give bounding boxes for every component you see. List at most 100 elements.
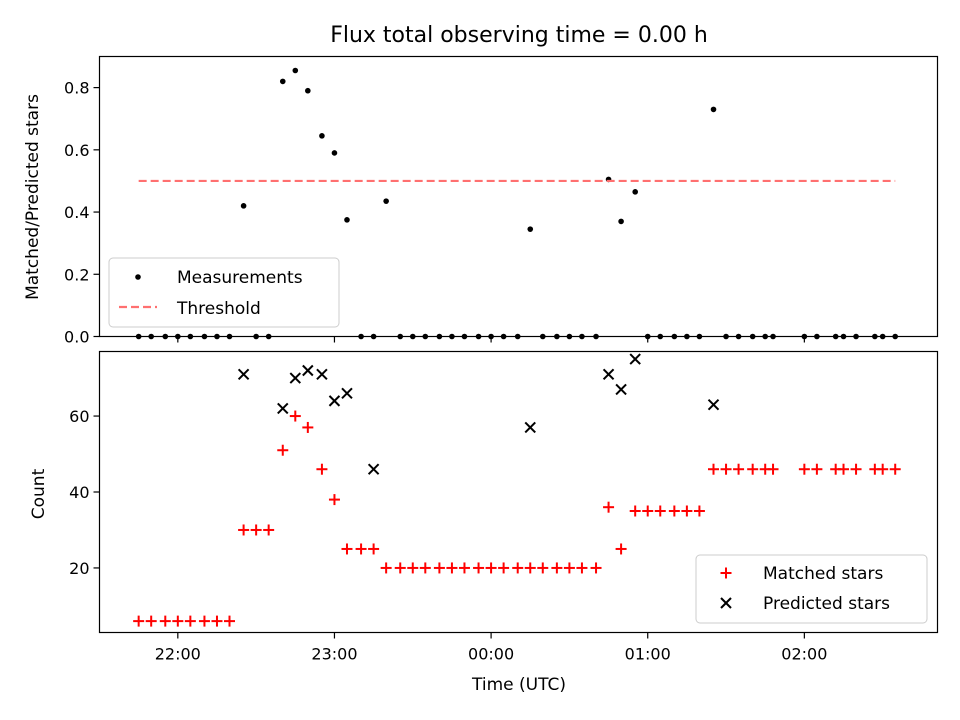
- top-legend-frame: [108, 257, 340, 328]
- measurement-point: [319, 133, 325, 139]
- top-panel-ticks: 0.0 0.2 0.4 0.6 0.8: [64, 79, 805, 347]
- measurement-point: [383, 198, 389, 204]
- matched-star-point: [485, 562, 497, 574]
- matched-star-point: [838, 463, 850, 475]
- matched-star-point: [654, 505, 666, 517]
- matched-star-point: [277, 444, 289, 456]
- matched-star-point: [537, 562, 549, 574]
- legend-measurements-marker: [135, 274, 141, 280]
- top-legend: Measurements Threshold: [108, 257, 340, 328]
- matched-star-point: [681, 505, 693, 517]
- matched-star-point: [302, 421, 314, 433]
- matched-star-point: [224, 615, 236, 627]
- matched-star-point: [133, 615, 145, 627]
- measurement-point: [240, 203, 247, 209]
- matched-star-point: [551, 562, 563, 574]
- chart-title: Flux total observing time = 0.00 h: [330, 23, 708, 48]
- matched-star-point: [642, 505, 654, 517]
- x-tick-label: 22:00: [155, 645, 201, 664]
- bottom-legend-frame: [695, 554, 928, 624]
- matched-star-point: [850, 463, 862, 475]
- bottom-panel-marks: [133, 353, 901, 627]
- top-ytick-label: 0.2: [64, 265, 89, 284]
- matched-star-point: [524, 562, 536, 574]
- matched-star-point: [798, 463, 810, 475]
- measurement-point: [618, 218, 624, 225]
- matched-star-point: [407, 562, 419, 574]
- matched-star-point: [458, 562, 470, 574]
- bottom-ytick-label: 40: [69, 483, 89, 502]
- measurement-point: [344, 217, 350, 223]
- top-ytick-label: 0.6: [64, 141, 89, 160]
- matched-star-point: [590, 562, 602, 574]
- matched-star-point: [576, 562, 588, 574]
- measurement-point: [527, 226, 534, 232]
- top-panel-frame: [98, 55, 939, 338]
- predicted-star-point: [707, 398, 720, 411]
- matched-star-point: [473, 562, 485, 574]
- top-ytick-label: 0.8: [64, 79, 89, 98]
- matched-star-point: [433, 562, 445, 574]
- x-tick-label: 00:00: [468, 645, 514, 664]
- matched-star-point: [629, 505, 641, 517]
- predicted-star-point: [367, 463, 380, 475]
- matched-star-point: [289, 410, 301, 422]
- matched-star-point: [198, 615, 210, 627]
- x-axis-label: Time (UTC): [471, 675, 566, 695]
- matched-star-point: [380, 562, 392, 574]
- matched-star-point: [720, 463, 732, 475]
- matched-star-point: [889, 463, 901, 475]
- matched-star-point: [877, 463, 889, 475]
- measurement-point: [292, 67, 299, 74]
- bottom-ytick-label: 20: [69, 559, 89, 578]
- matched-star-point: [184, 615, 196, 627]
- matched-star-point: [563, 562, 575, 574]
- matched-star-point: [512, 562, 524, 574]
- top-panel-ratio: 0.00.20.40.60.8 Matched/Predicted stars …: [23, 55, 939, 347]
- matched-star-point: [250, 524, 262, 536]
- legend-matched-label: Matched stars: [763, 564, 883, 584]
- matched-star-point: [238, 524, 250, 536]
- predicted-star-point: [316, 368, 328, 380]
- matched-star-point: [328, 494, 340, 506]
- matched-star-point: [693, 505, 705, 517]
- bottom-panel-counts: 20 40 60 22:00 23:00 00:00 01:00 02:00 Count Ma…: [29, 350, 939, 664]
- matched-star-point: [446, 562, 458, 574]
- bottom-panel-ylabel: Count: [29, 468, 49, 519]
- top-ytick-label: 0.0: [64, 328, 89, 347]
- matched-star-point: [263, 524, 275, 536]
- matched-star-point: [172, 615, 184, 627]
- matched-star-point: [767, 463, 779, 475]
- matched-star-point: [811, 463, 823, 475]
- matched-star-point: [368, 543, 380, 555]
- measurement-point: [632, 189, 638, 195]
- predicted-star-point: [629, 353, 641, 365]
- matched-star-point: [316, 463, 328, 475]
- predicted-star-point: [341, 387, 353, 399]
- predicted-star-point: [302, 364, 314, 377]
- measurement-point: [331, 150, 338, 156]
- matched-star-point: [747, 463, 759, 475]
- matched-star-point: [419, 562, 431, 574]
- top-panel-ylabel: Matched/Predicted stars: [23, 94, 43, 300]
- matched-star-point: [211, 615, 223, 627]
- x-tick-label: 02:00: [781, 645, 827, 664]
- legend-predicted-marker: [720, 597, 732, 609]
- matched-star-point: [708, 463, 720, 475]
- measurement-point: [305, 87, 311, 94]
- matched-star-point: [615, 543, 627, 555]
- legend-threshold-label: Threshold: [176, 299, 261, 319]
- predicted-star-point: [277, 402, 289, 415]
- bottom-legend: Matched stars Predicted stars: [695, 554, 928, 624]
- x-tick-label: 01:00: [625, 645, 671, 664]
- bottom-ytick-label: 60: [69, 407, 89, 426]
- top-ytick-label: 0.4: [64, 203, 89, 222]
- predicted-star-point: [615, 383, 627, 396]
- legend-measurements-label: Measurements: [177, 268, 303, 288]
- matched-star-point: [145, 615, 157, 627]
- bottom-panel-ticks: 20 40 60 22:00 23:00 00:00 01:00 02:00: [69, 407, 827, 663]
- matched-star-point: [498, 562, 510, 574]
- predicted-star-point: [602, 368, 615, 380]
- predicted-star-point: [237, 368, 250, 380]
